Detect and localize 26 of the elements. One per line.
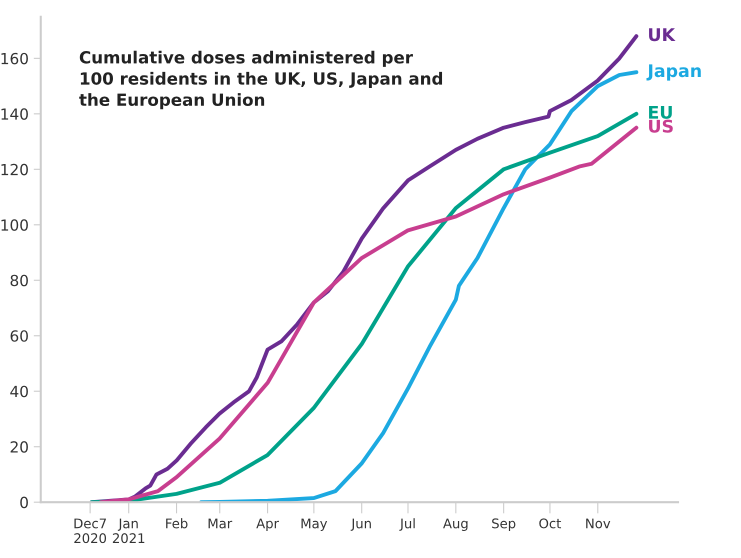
y-tick-label: 140 [1, 108, 28, 120]
x-tick-label: Apr [256, 518, 279, 531]
y-tick-label: 60 [10, 330, 28, 342]
y-tick-label: 120 [1, 164, 28, 176]
x-tick-label: Sep [492, 518, 516, 531]
x-tick-label: Jul [399, 518, 415, 531]
y-tick-label: 0 [20, 496, 28, 508]
x-tick-label: Nov [586, 518, 610, 528]
y-tick-label: 80 [10, 274, 28, 286]
x-tick-label: Mar [208, 518, 232, 528]
x-tick-label: May [302, 518, 328, 531]
series-label: US [649, 120, 673, 133]
y-tick-label: 160 [1, 52, 28, 64]
text: Cumulative doses administered per 100 residents in the UK, US, Japan and the European Union [79, 50, 442, 110]
x-tick-label: Dec7 2020 [74, 518, 106, 544]
x-tick-label: Oct [539, 518, 562, 528]
y-tick-label: 100 [1, 219, 28, 231]
x-tick-label: Feb [166, 518, 188, 528]
x-tick-label: Jan 2021 [112, 518, 144, 544]
series-label: UK [649, 28, 676, 42]
x-tick-label: Jun [350, 518, 371, 531]
x-tick-label: Aug [443, 518, 468, 531]
series-label: EU [649, 106, 672, 119]
y-tick-label: 40 [10, 386, 28, 398]
series-label: Japan [646, 64, 701, 81]
y-tick-label: 20 [10, 441, 28, 453]
